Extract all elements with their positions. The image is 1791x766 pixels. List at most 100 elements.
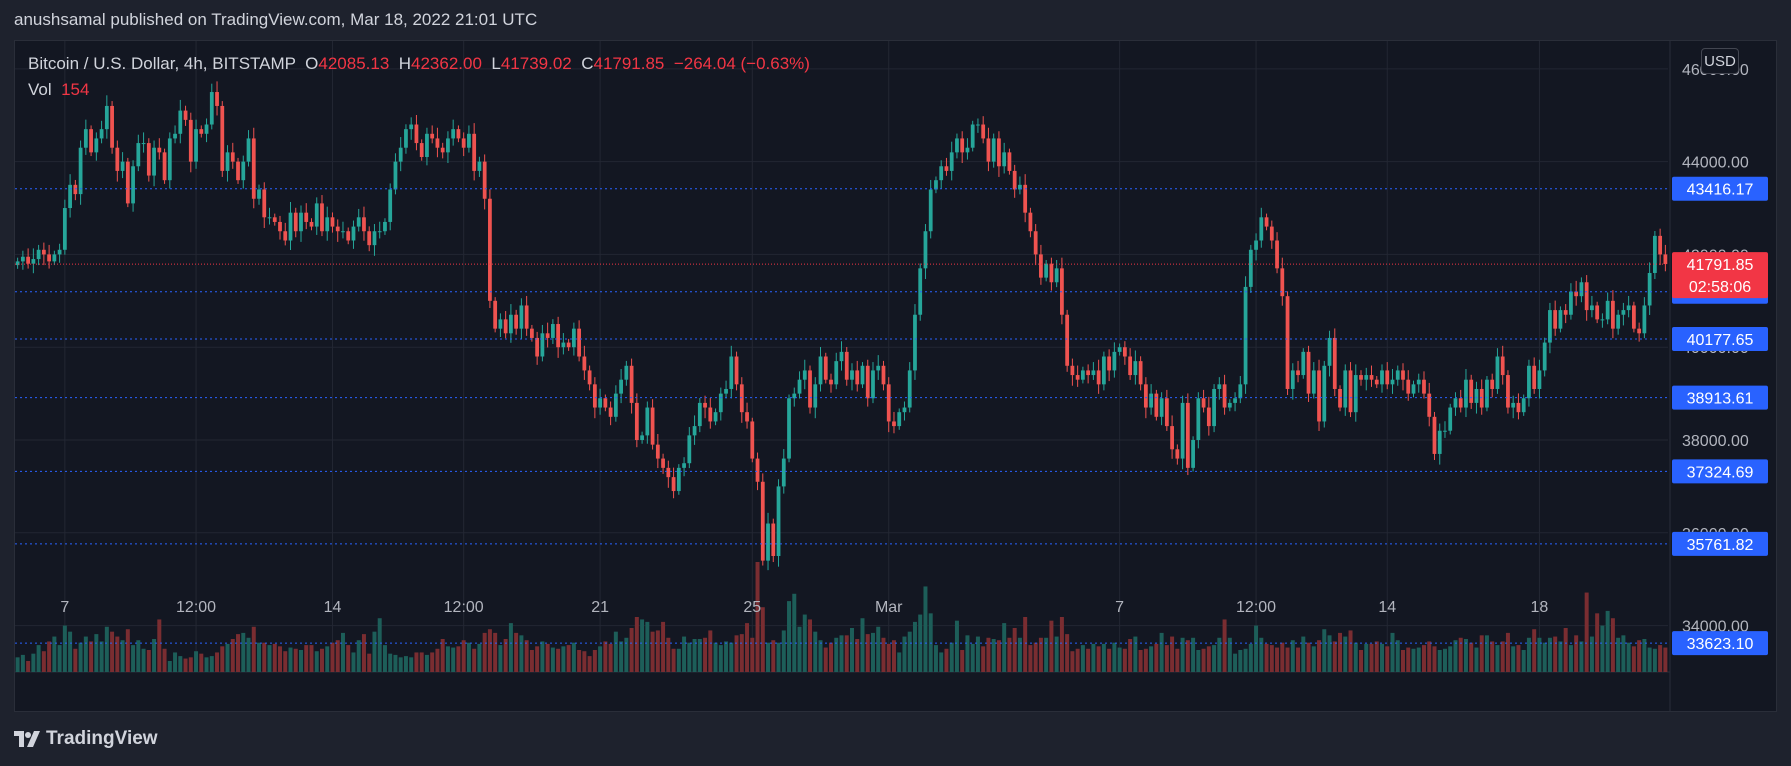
candle (1422, 371, 1426, 399)
candle-body (613, 393, 618, 417)
candle (99, 120, 104, 144)
current-price-label: 41791.85 02:58:06 (1672, 252, 1768, 299)
volume-legend: Vol 154 (28, 80, 89, 100)
candle-body (1143, 384, 1148, 408)
candle (183, 105, 188, 126)
candle (687, 427, 692, 469)
candle (981, 116, 986, 144)
candle (1632, 301, 1636, 333)
candle-body (225, 152, 230, 171)
candle-body (1054, 268, 1059, 283)
candle-body (215, 92, 219, 106)
volume-bar (1474, 647, 1479, 672)
volume-bar (1175, 648, 1180, 672)
candle-body (293, 212, 298, 232)
low-value: 41739.02 (500, 54, 572, 73)
candle (1595, 301, 1600, 324)
volume-bar (1448, 646, 1453, 672)
volume-bar (1117, 647, 1122, 672)
candle (146, 138, 151, 182)
candle-body (865, 365, 870, 399)
level-label-text: 33623.10 (1687, 636, 1754, 653)
volume-bar (1012, 628, 1017, 672)
volume-label[interactable]: Vol (28, 80, 52, 99)
candle (865, 359, 870, 407)
candle (1521, 394, 1526, 416)
candle-body (1637, 328, 1642, 334)
time-tick-label: 14 (324, 599, 342, 616)
candle-body (939, 166, 944, 181)
candle (739, 377, 744, 423)
candle-body (823, 356, 828, 380)
candle-body (1401, 370, 1405, 380)
change-value: −264.04 (−0.63%) (673, 54, 810, 73)
candle (1458, 389, 1463, 413)
volume-bar (891, 640, 896, 672)
candle (834, 352, 839, 390)
candle (1091, 362, 1096, 380)
volume-bar (1574, 635, 1579, 672)
time-tick-label: 7 (60, 599, 69, 616)
candle-body (272, 217, 277, 222)
volume-bar (1616, 637, 1621, 672)
candle-body (1464, 379, 1468, 408)
candle (792, 387, 797, 407)
volume-bar (398, 657, 403, 672)
volume-bar (62, 625, 67, 672)
candle (293, 207, 298, 238)
candle-body (1112, 351, 1117, 371)
volume-bar (1017, 637, 1022, 672)
candle (15, 257, 20, 269)
price-tick-label: 38000.00 (1682, 433, 1749, 450)
volume-bar (1206, 646, 1211, 672)
current-price-bg (1672, 252, 1768, 299)
volume-bar (204, 657, 209, 672)
candle-body (997, 138, 1001, 167)
volume-bar (1406, 647, 1411, 672)
candle (1018, 176, 1022, 195)
candle (1033, 224, 1038, 266)
candle (1039, 244, 1043, 285)
candle (1243, 276, 1248, 394)
volume-bar (535, 646, 540, 672)
candle-body (1542, 342, 1547, 371)
volume-bar (1332, 641, 1337, 672)
volume-bar (729, 642, 734, 672)
candle-body (351, 226, 356, 241)
currency-button[interactable]: USD (1701, 48, 1739, 74)
volume-bar (655, 630, 660, 672)
volume-bar (403, 656, 408, 672)
candle (823, 352, 828, 384)
volume-bar (1311, 646, 1316, 672)
volume-bar (120, 640, 125, 672)
chart-frame[interactable] (14, 40, 1777, 712)
symbol-label[interactable]: Bitcoin / U.S. Dollar, 4h, BITSTAMP (28, 54, 296, 73)
candle-body (1039, 254, 1043, 278)
volume-bar (110, 631, 115, 672)
candle (52, 250, 57, 266)
candle-body (855, 370, 860, 385)
candle-body (1374, 379, 1379, 385)
volume-bar (1107, 648, 1112, 672)
tradingview-brand: TradingView (46, 728, 158, 749)
candle-body (1369, 375, 1374, 380)
volume-bar (393, 654, 398, 672)
volume-bar (1416, 647, 1421, 672)
candle-body (640, 435, 644, 441)
time-tick-label: 12:00 (176, 599, 216, 616)
candle (944, 157, 949, 176)
candle-body (1553, 310, 1558, 329)
tradingview-logo[interactable]: TradingView (14, 728, 158, 750)
candle-body (808, 370, 812, 408)
candle-body (141, 143, 146, 145)
volume-bar (855, 639, 860, 672)
level-label-text: 43416.17 (1687, 182, 1754, 199)
candle (136, 134, 141, 172)
candle (115, 140, 120, 182)
candle (682, 457, 686, 477)
volume-bar (372, 631, 377, 672)
level-label-bg (1672, 385, 1768, 410)
volume-bar (1149, 646, 1154, 672)
candle (577, 320, 582, 362)
